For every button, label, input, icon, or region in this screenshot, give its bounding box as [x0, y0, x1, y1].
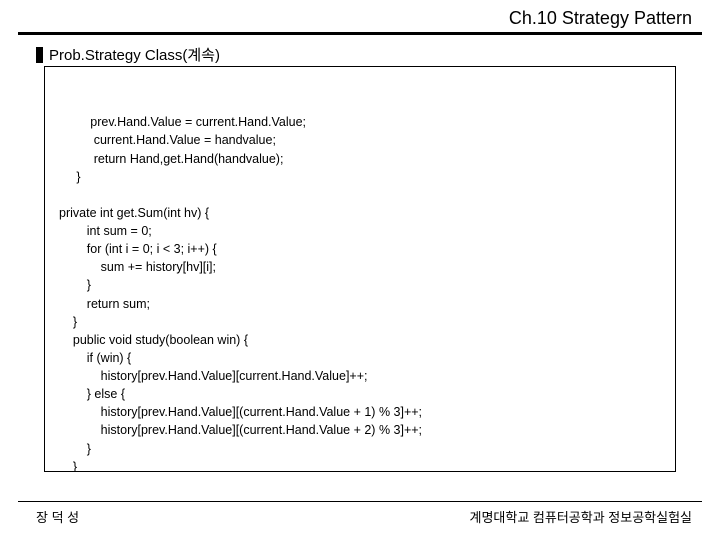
- code-box: prev.Hand.Value = current.Hand.Value; cu…: [44, 66, 676, 472]
- section-bullet-icon: [36, 47, 43, 63]
- section-title: Prob.Strategy Class(계속): [36, 44, 220, 65]
- chapter-title: Ch.10 Strategy Pattern: [509, 8, 692, 29]
- header-rule: [18, 32, 702, 35]
- footer-affiliation: 계명대학교 컴퓨터공학과 정보공학실험실: [469, 507, 692, 526]
- section-title-text: Prob.Strategy Class(계속): [49, 44, 220, 65]
- footer-author: 장 덕 성: [36, 507, 79, 526]
- footer-rule: [18, 501, 702, 502]
- code-content: prev.Hand.Value = current.Hand.Value; cu…: [59, 113, 661, 472]
